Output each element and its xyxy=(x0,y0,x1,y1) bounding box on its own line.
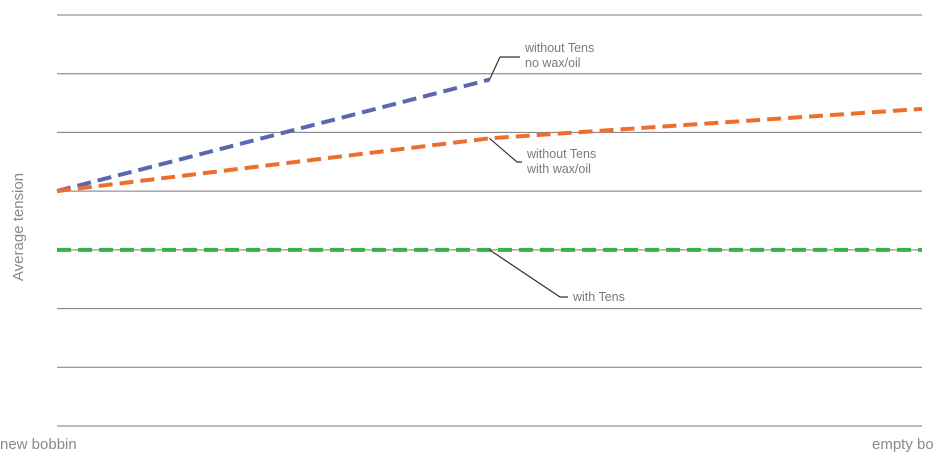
annotation-text-2-0: with Tens xyxy=(572,290,625,304)
annotation-text-0-0: without Tens xyxy=(524,41,594,55)
x-tick-label-start: new bobbin xyxy=(0,436,77,452)
x-tick-label-end: empty bo xyxy=(872,436,934,452)
annotation-text-0-1: no wax/oil xyxy=(525,56,581,70)
series-lines xyxy=(56,77,923,252)
series-line-0 xyxy=(56,77,490,194)
annotation-leader-1 xyxy=(489,137,522,163)
annotation-leader-2 xyxy=(489,249,568,298)
annotation-text-1-1: with wax/oil xyxy=(526,162,591,176)
series-line-1 xyxy=(56,106,923,194)
gridlines xyxy=(57,14,922,427)
y-axis-label: Average tension xyxy=(10,173,27,281)
annotation-leader-0 xyxy=(488,56,520,80)
annotation-text-1-0: without Tens xyxy=(526,147,596,161)
